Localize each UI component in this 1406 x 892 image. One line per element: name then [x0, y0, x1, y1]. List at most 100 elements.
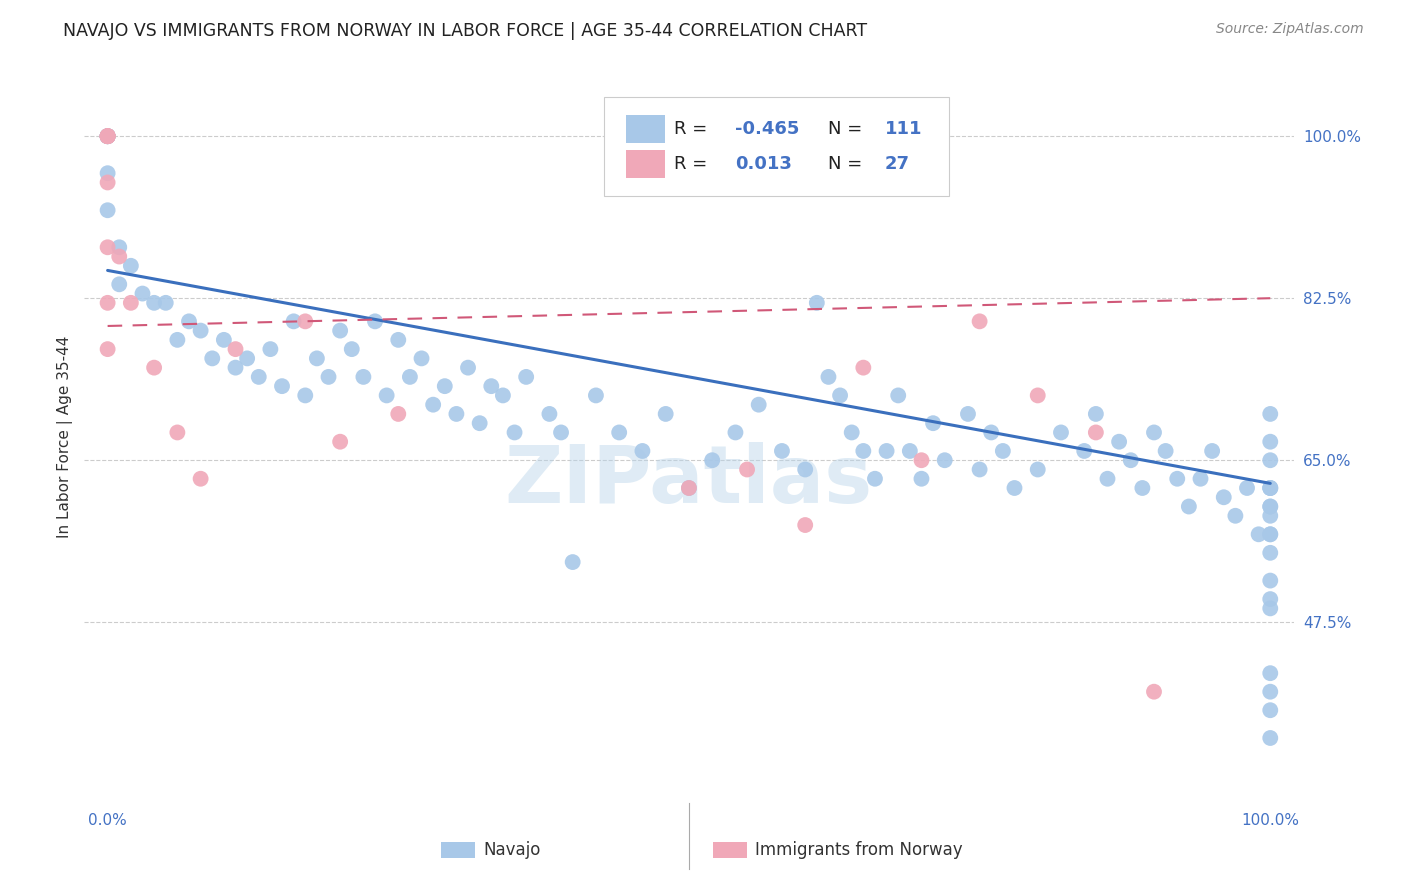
- Point: [969, 314, 991, 328]
- Point: [492, 388, 515, 402]
- Point: [863, 472, 886, 486]
- Point: [375, 388, 398, 402]
- Point: [724, 425, 747, 440]
- Text: ZIPatlas: ZIPatlas: [505, 442, 873, 520]
- Point: [340, 342, 363, 356]
- Point: [678, 481, 700, 495]
- Point: [318, 370, 340, 384]
- Point: [898, 444, 921, 458]
- Point: [852, 360, 875, 375]
- Point: [607, 425, 630, 440]
- Point: [1258, 481, 1281, 495]
- Point: [247, 370, 270, 384]
- Point: [177, 314, 200, 328]
- Point: [1178, 500, 1201, 514]
- Point: [212, 333, 235, 347]
- Point: [1258, 592, 1281, 607]
- Y-axis label: In Labor Force | Age 35-44: In Labor Force | Age 35-44: [58, 336, 73, 538]
- Point: [887, 388, 910, 402]
- Point: [1258, 731, 1281, 745]
- Bar: [626, 115, 665, 143]
- Point: [980, 425, 1002, 440]
- Point: [1108, 434, 1130, 449]
- Point: [1258, 527, 1281, 541]
- Point: [143, 360, 166, 375]
- Point: [387, 407, 409, 421]
- Point: [735, 462, 758, 476]
- Point: [131, 286, 153, 301]
- Point: [1258, 481, 1281, 495]
- Point: [1247, 527, 1270, 541]
- Point: [538, 407, 561, 421]
- Point: [806, 295, 828, 310]
- Point: [1258, 453, 1281, 467]
- Point: [910, 472, 932, 486]
- Point: [1258, 703, 1281, 717]
- Point: [1154, 444, 1177, 458]
- Point: [97, 129, 120, 144]
- Point: [1004, 481, 1026, 495]
- Point: [678, 481, 700, 495]
- Point: [1258, 666, 1281, 681]
- Point: [794, 462, 817, 476]
- Text: Source: ZipAtlas.com: Source: ZipAtlas.com: [1216, 22, 1364, 37]
- Point: [1258, 434, 1281, 449]
- Point: [236, 351, 259, 366]
- Bar: [441, 841, 475, 858]
- Point: [120, 259, 142, 273]
- Point: [1258, 601, 1281, 615]
- Point: [1143, 425, 1166, 440]
- Point: [411, 351, 433, 366]
- Point: [433, 379, 456, 393]
- Bar: [626, 151, 665, 178]
- Point: [97, 240, 120, 254]
- Point: [770, 444, 793, 458]
- Point: [876, 444, 898, 458]
- Point: [1258, 546, 1281, 560]
- Point: [1097, 472, 1119, 486]
- Point: [329, 324, 352, 338]
- Point: [1132, 481, 1154, 495]
- Point: [1258, 481, 1281, 495]
- Text: Navajo: Navajo: [484, 840, 541, 859]
- Point: [794, 518, 817, 533]
- Point: [97, 129, 120, 144]
- Point: [446, 407, 468, 421]
- Point: [387, 333, 409, 347]
- Point: [817, 370, 839, 384]
- Point: [503, 425, 526, 440]
- Point: [1026, 462, 1049, 476]
- Point: [97, 129, 120, 144]
- Point: [1119, 453, 1142, 467]
- Point: [225, 360, 247, 375]
- Point: [422, 398, 444, 412]
- Text: R =: R =: [675, 155, 713, 173]
- Point: [259, 342, 281, 356]
- Point: [97, 176, 120, 190]
- Point: [108, 250, 131, 264]
- Point: [97, 203, 120, 218]
- Point: [654, 407, 676, 421]
- Point: [1201, 444, 1223, 458]
- Point: [550, 425, 572, 440]
- Point: [97, 129, 120, 144]
- Point: [1236, 481, 1258, 495]
- Point: [1026, 388, 1049, 402]
- Point: [561, 555, 583, 569]
- Point: [364, 314, 387, 328]
- Point: [97, 129, 120, 144]
- Text: NAVAJO VS IMMIGRANTS FROM NORWAY IN LABOR FORCE | AGE 35-44 CORRELATION CHART: NAVAJO VS IMMIGRANTS FROM NORWAY IN LABO…: [63, 22, 868, 40]
- Point: [1225, 508, 1247, 523]
- Point: [166, 333, 188, 347]
- Point: [97, 129, 120, 144]
- Point: [922, 416, 945, 430]
- Point: [1258, 684, 1281, 698]
- Point: [97, 342, 120, 356]
- Text: N =: N =: [828, 155, 868, 173]
- Point: [852, 444, 875, 458]
- Point: [1073, 444, 1095, 458]
- Point: [225, 342, 247, 356]
- Point: [1084, 425, 1107, 440]
- Point: [352, 370, 374, 384]
- Point: [97, 295, 120, 310]
